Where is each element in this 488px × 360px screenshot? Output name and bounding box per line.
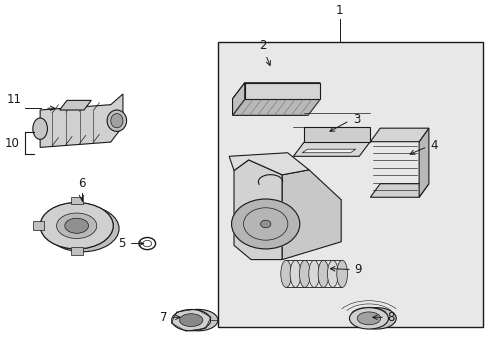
Text: 4: 4 xyxy=(430,139,437,152)
Polygon shape xyxy=(232,99,320,115)
Polygon shape xyxy=(370,184,428,197)
Ellipse shape xyxy=(57,213,97,238)
Bar xyxy=(33,221,43,230)
Ellipse shape xyxy=(349,308,387,329)
Ellipse shape xyxy=(179,310,218,331)
Polygon shape xyxy=(293,142,369,156)
Ellipse shape xyxy=(357,312,380,325)
Ellipse shape xyxy=(33,118,47,139)
Polygon shape xyxy=(60,100,91,110)
Ellipse shape xyxy=(318,260,328,287)
Ellipse shape xyxy=(308,260,319,287)
Bar xyxy=(71,247,82,255)
Text: 10: 10 xyxy=(5,137,20,150)
Polygon shape xyxy=(234,160,282,260)
Text: 1: 1 xyxy=(335,4,343,17)
Polygon shape xyxy=(232,83,244,115)
Ellipse shape xyxy=(171,310,210,331)
Ellipse shape xyxy=(111,113,122,128)
Polygon shape xyxy=(232,83,320,99)
Bar xyxy=(218,42,483,327)
Polygon shape xyxy=(229,153,308,175)
Ellipse shape xyxy=(299,260,309,287)
Polygon shape xyxy=(282,170,341,260)
Text: 11: 11 xyxy=(7,93,21,106)
Ellipse shape xyxy=(40,203,113,249)
Polygon shape xyxy=(244,83,320,99)
Text: 9: 9 xyxy=(354,263,361,276)
Circle shape xyxy=(231,199,299,249)
Text: 5: 5 xyxy=(118,237,125,250)
Circle shape xyxy=(260,220,270,228)
Text: 8: 8 xyxy=(386,311,393,324)
Ellipse shape xyxy=(46,206,119,252)
Bar xyxy=(71,197,82,204)
Ellipse shape xyxy=(336,260,347,287)
Text: 6: 6 xyxy=(78,177,85,190)
Ellipse shape xyxy=(107,110,126,131)
Ellipse shape xyxy=(289,260,300,287)
Polygon shape xyxy=(304,127,369,142)
Ellipse shape xyxy=(280,260,291,287)
Polygon shape xyxy=(302,149,355,153)
Text: 3: 3 xyxy=(352,113,360,126)
Polygon shape xyxy=(418,128,428,197)
Ellipse shape xyxy=(40,203,113,249)
Polygon shape xyxy=(370,128,428,142)
Text: 7: 7 xyxy=(160,311,167,324)
Ellipse shape xyxy=(65,218,88,233)
Ellipse shape xyxy=(327,260,338,287)
Ellipse shape xyxy=(179,314,203,327)
Ellipse shape xyxy=(357,308,395,329)
Polygon shape xyxy=(40,94,122,147)
Text: 2: 2 xyxy=(259,39,266,52)
